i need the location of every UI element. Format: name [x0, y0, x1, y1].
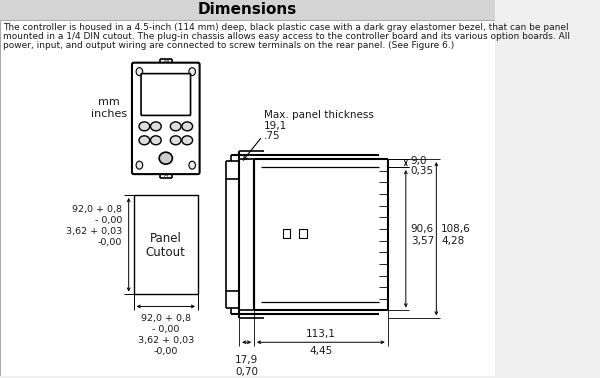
- FancyBboxPatch shape: [132, 63, 200, 174]
- Bar: [299, 229, 307, 238]
- Text: 92,0 + 0,8: 92,0 + 0,8: [72, 205, 122, 214]
- Text: Panel: Panel: [150, 232, 182, 245]
- Ellipse shape: [170, 122, 181, 131]
- FancyBboxPatch shape: [141, 74, 191, 115]
- Ellipse shape: [139, 136, 150, 145]
- Bar: [283, 229, 290, 238]
- Text: 4,28: 4,28: [441, 236, 464, 246]
- Text: 9,0: 9,0: [411, 156, 427, 166]
- Text: 92,0 + 0,8: 92,0 + 0,8: [141, 314, 191, 324]
- Text: 3,62 + 0,03: 3,62 + 0,03: [137, 336, 194, 345]
- Text: Dimensions: Dimensions: [198, 2, 297, 17]
- Text: 0,70: 0,70: [235, 367, 258, 377]
- Text: M: M: [163, 59, 169, 64]
- Ellipse shape: [139, 122, 150, 131]
- Circle shape: [189, 161, 196, 169]
- Text: 4,45: 4,45: [309, 346, 332, 356]
- Text: mounted in a 1/4 DIN cutout. The plug-in chassis allows easy access to the contr: mounted in a 1/4 DIN cutout. The plug-in…: [3, 32, 570, 41]
- Text: power, input, and output wiring are connected to screw terminals on the rear pan: power, input, and output wiring are conn…: [3, 41, 455, 50]
- Text: Max. panel thickness: Max. panel thickness: [264, 110, 374, 121]
- Circle shape: [136, 68, 143, 76]
- Ellipse shape: [182, 136, 193, 145]
- Ellipse shape: [182, 122, 193, 131]
- Text: A: A: [164, 173, 168, 178]
- Text: 17,9: 17,9: [235, 355, 258, 365]
- Ellipse shape: [151, 122, 161, 131]
- Text: mm: mm: [98, 98, 120, 107]
- Ellipse shape: [151, 136, 161, 145]
- Text: 108,6: 108,6: [441, 224, 471, 234]
- Circle shape: [189, 68, 196, 76]
- Text: .75: .75: [264, 131, 281, 141]
- Ellipse shape: [170, 136, 181, 145]
- Text: 3,62 + 0,03: 3,62 + 0,03: [66, 227, 122, 236]
- Text: The controller is housed in a 4.5-inch (114 mm) deep, black plastic case with a : The controller is housed in a 4.5-inch (…: [3, 23, 569, 32]
- Text: inches: inches: [91, 109, 127, 119]
- Text: - 0,00: - 0,00: [152, 325, 179, 334]
- Text: -0,00: -0,00: [98, 238, 122, 247]
- Bar: [0, 0, 495, 20]
- Text: 3,57: 3,57: [411, 236, 434, 246]
- Text: - 0,00: - 0,00: [95, 216, 122, 225]
- Text: 19,1: 19,1: [264, 121, 287, 131]
- Circle shape: [136, 161, 143, 169]
- Text: -0,00: -0,00: [154, 347, 178, 356]
- Ellipse shape: [159, 152, 172, 164]
- Text: 90,6: 90,6: [411, 224, 434, 234]
- Text: 0,35: 0,35: [411, 166, 434, 176]
- Text: Cutout: Cutout: [146, 246, 186, 259]
- Text: 113,1: 113,1: [306, 329, 336, 339]
- Bar: [134, 195, 198, 294]
